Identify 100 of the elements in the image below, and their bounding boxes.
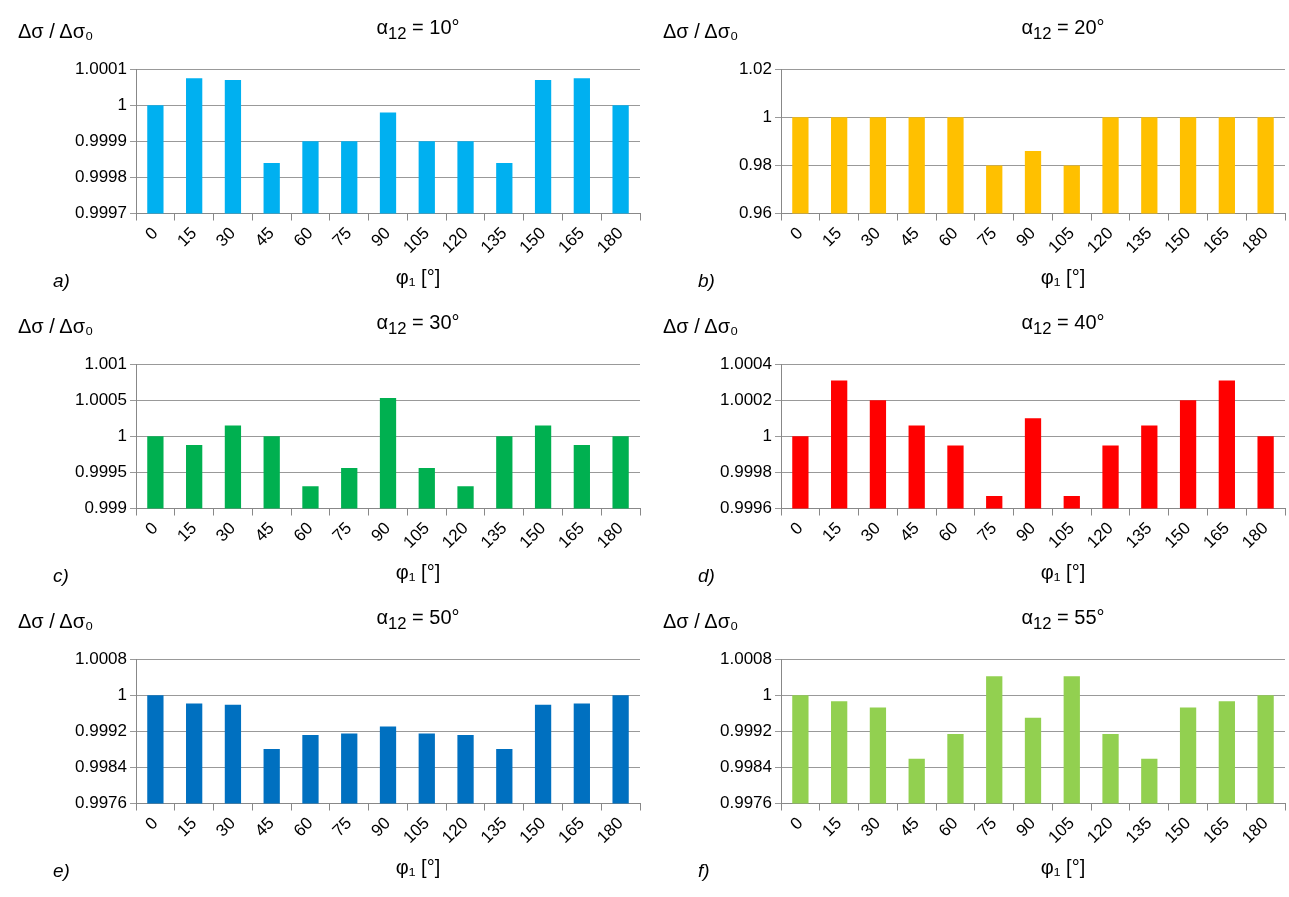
x-tick-label: 120 <box>1083 518 1117 552</box>
x-tick-label: 150 <box>515 518 550 552</box>
text: c) <box>53 565 69 587</box>
x-axis-title: φ₁ [°] <box>394 561 442 584</box>
x-tick-label: 0 <box>786 813 807 834</box>
x-tick-label: 165 <box>1199 518 1233 552</box>
y-tick-label: 0.9992 <box>75 721 127 741</box>
x-tick-label: 135 <box>476 518 511 552</box>
x-tick-label: 165 <box>1199 813 1233 847</box>
y-tick-label: 0.9976 <box>720 793 772 813</box>
x-tick-label: 75 <box>328 813 356 841</box>
x-tick-label: 105 <box>1044 223 1078 257</box>
x-tick-label: 120 <box>1083 813 1117 847</box>
x-tick-label: 105 <box>1044 518 1078 552</box>
x-tick-label: 0 <box>141 223 162 244</box>
text: a) <box>53 270 70 292</box>
y-tick-label: 0.9992 <box>720 721 772 741</box>
x-tick-label: 165 <box>554 518 588 552</box>
x-tick-label: 15 <box>818 518 846 546</box>
x-tick-label: 150 <box>1160 223 1195 257</box>
x-tick-label: 180 <box>593 813 627 847</box>
chart-title: α$_{12}$ = 55° <box>1020 606 1106 634</box>
x-tick-label: 30 <box>857 518 885 546</box>
y-tick-label: 0.9997 <box>75 203 127 223</box>
y-tick-label: 1 <box>117 684 127 704</box>
x-tick-label: 135 <box>476 813 511 847</box>
y-axis-title: Δσ / Δσ₀ <box>18 315 94 338</box>
x-tick-label: 120 <box>438 813 472 847</box>
x-tick-label: 90 <box>367 518 395 546</box>
x-tick-label: 180 <box>1238 223 1272 257</box>
x-tick-label: 165 <box>554 223 588 257</box>
x-tick-label: 180 <box>593 223 627 257</box>
y-tick-label: 1.02 <box>738 58 772 78</box>
x-tick-label: 75 <box>973 223 1001 251</box>
y-axis-title: Δσ / Δσ₀ <box>663 315 739 338</box>
y-axis-title: Δσ / Δσ₀ <box>663 20 739 43</box>
x-tick-label: 120 <box>1083 223 1117 257</box>
y-tick-label: 1.0004 <box>720 353 772 373</box>
y-tick-label: 1.0001 <box>75 58 127 78</box>
x-tick-label: 135 <box>1121 223 1156 257</box>
x-tick-label: 45 <box>251 223 278 251</box>
chart-title: α$_{12}$ = 10° <box>375 16 461 44</box>
x-tick-label: 90 <box>367 223 395 251</box>
x-tick-label: 0 <box>786 518 807 539</box>
x-tick-label: 0 <box>141 813 162 834</box>
x-tick-label: 30 <box>857 223 885 251</box>
x-tick-label: 30 <box>212 223 240 251</box>
x-axis-title: φ₁ [°] <box>394 266 442 289</box>
chart-title: α$_{12}$ = 50° <box>375 606 461 634</box>
y-tick-label: 0.9984 <box>720 757 772 777</box>
x-tick-label: 135 <box>1121 518 1156 552</box>
x-tick-label: 105 <box>1044 813 1078 847</box>
y-axis-title: Δσ / Δσ₀ <box>663 610 739 633</box>
y-tick-label: 1.001 <box>84 353 127 373</box>
x-tick-label: 15 <box>173 813 201 841</box>
y-tick-label: 1.0008 <box>75 648 127 668</box>
x-tick-label: 135 <box>1121 813 1156 847</box>
text: d) <box>698 565 715 587</box>
y-tick-label: 0.9984 <box>75 757 127 777</box>
x-tick-label: 60 <box>289 223 317 251</box>
x-tick-label: 75 <box>328 518 356 546</box>
text: f) <box>698 860 710 882</box>
x-tick-label: 180 <box>593 518 627 552</box>
x-tick-label: 150 <box>515 813 550 847</box>
x-tick-label: 180 <box>1238 518 1272 552</box>
chart-title: α$_{12}$ = 20° <box>1020 16 1106 44</box>
y-tick-label: 1 <box>117 426 127 446</box>
y-axis-title: Δσ / Δσ₀ <box>18 610 94 633</box>
x-axis-title: φ₁ [°] <box>1039 266 1087 289</box>
x-axis-title: φ₁ [°] <box>394 856 442 879</box>
x-tick-label: 45 <box>251 518 278 546</box>
x-tick-label: 45 <box>251 813 278 841</box>
y-tick-label: 1 <box>117 94 127 114</box>
x-tick-label: 60 <box>934 518 962 546</box>
x-tick-label: 165 <box>1199 223 1233 257</box>
x-tick-label: 15 <box>173 223 201 251</box>
x-tick-label: 165 <box>554 813 588 847</box>
text: e) <box>53 860 70 882</box>
x-tick-label: 105 <box>399 223 433 257</box>
x-tick-label: 75 <box>328 223 356 251</box>
x-tick-label: 105 <box>399 518 433 552</box>
y-tick-label: 1 <box>762 684 772 704</box>
x-tick-label: 15 <box>818 813 846 841</box>
x-tick-label: 45 <box>896 518 923 546</box>
x-tick-label: 15 <box>173 518 201 546</box>
y-tick-label: 1.0008 <box>720 648 772 668</box>
x-tick-label: 135 <box>476 223 511 257</box>
y-tick-label: 1.0005 <box>75 389 127 409</box>
x-tick-label: 30 <box>857 813 885 841</box>
y-tick-label: 0.9998 <box>720 462 772 482</box>
x-tick-label: 120 <box>438 223 472 257</box>
x-tick-label: 45 <box>896 223 923 251</box>
y-tick-label: 0.9996 <box>720 498 772 518</box>
x-tick-label: 30 <box>212 518 240 546</box>
x-tick-label: 120 <box>438 518 472 552</box>
y-tick-label: 1 <box>762 426 772 446</box>
x-tick-label: 150 <box>1160 813 1195 847</box>
x-tick-label: 180 <box>1238 813 1272 847</box>
x-axis-title: φ₁ [°] <box>1039 856 1087 879</box>
x-axis-title: φ₁ [°] <box>1039 561 1087 584</box>
